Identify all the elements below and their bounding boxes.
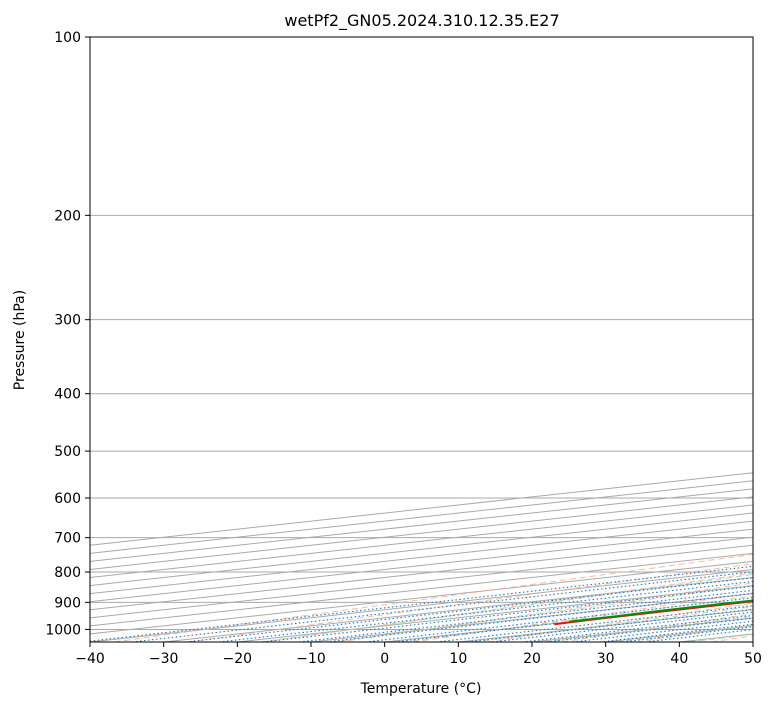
x-tick-label: 50 <box>744 651 762 667</box>
dry-adiabat <box>188 563 753 642</box>
y-tick-label: 900 <box>54 595 81 611</box>
mixing-ratio-line <box>218 580 753 642</box>
mixing-ratio-line <box>185 577 753 642</box>
y-tick-label: 800 <box>54 565 81 581</box>
x-tick-label: −20 <box>223 651 253 667</box>
x-axis-title: Temperature (°C) <box>360 681 482 697</box>
isotherm-line <box>90 536 753 611</box>
isotherm-line <box>90 504 753 579</box>
y-tick-label: 400 <box>54 387 81 403</box>
chart-title: wetPf2_GN05.2024.310.12.35.E27 <box>284 11 559 31</box>
x-tick-label: 30 <box>597 651 615 667</box>
moist-adiabat <box>260 573 753 642</box>
isotherm-line <box>752 641 753 642</box>
moist-adiabat <box>403 595 753 642</box>
y-tick-label: 100 <box>54 30 81 46</box>
x-tick-label: −10 <box>296 651 326 667</box>
x-tick-label: 10 <box>449 651 467 667</box>
mixing-ratio-line <box>262 585 753 642</box>
y-tick-label: 700 <box>54 531 81 547</box>
y-tick-label: 600 <box>54 491 81 507</box>
isotherm-line <box>90 488 753 562</box>
mixing-ratio-line <box>131 571 753 642</box>
isotherm-line <box>90 520 753 595</box>
moist-adiabat <box>332 584 753 642</box>
isotherm-line <box>90 496 753 570</box>
isotherm-line <box>90 512 753 587</box>
axes: −40 −30 −20 −10 0 10 20 30 40 50 100 200 300 400 500 60… <box>45 30 762 667</box>
y-axis-title: Pressure (hPa) <box>12 290 28 390</box>
y-tick-label: 1000 <box>45 622 81 638</box>
plot-frame <box>89 36 754 643</box>
isotherm-line <box>90 528 753 603</box>
y-tick-label: 300 <box>54 313 81 329</box>
isotherm-line <box>90 480 753 554</box>
x-tick-label: 0 <box>380 651 389 667</box>
isotherm-line <box>90 472 753 546</box>
dry-adiabat <box>263 572 753 642</box>
plot-background <box>90 37 753 642</box>
x-tick-label: −30 <box>149 651 179 667</box>
y-tick-label: 200 <box>54 208 81 224</box>
mixing-ratio-line <box>546 617 753 642</box>
x-tick-label: 20 <box>523 651 541 667</box>
background-lines <box>90 37 753 642</box>
dry-adiabat <box>412 592 753 642</box>
x-tick-label: −40 <box>75 651 105 667</box>
x-tick-label: 40 <box>670 651 688 667</box>
y-tick-label: 500 <box>54 444 81 460</box>
